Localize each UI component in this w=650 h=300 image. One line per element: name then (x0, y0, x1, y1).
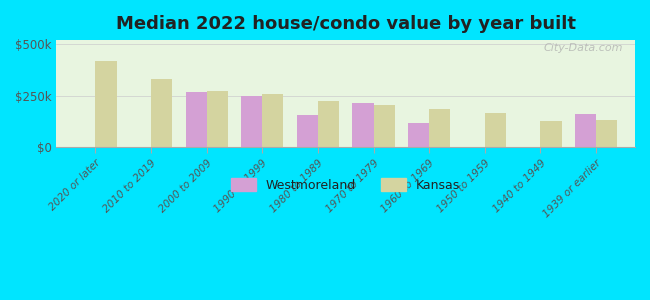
Bar (408, 124, 429, 147)
Bar (318, 101, 339, 147)
Title: Median 2022 house/condo value by year built: Median 2022 house/condo value by year bu… (116, 15, 576, 33)
Text: City-Data.com: City-Data.com (544, 43, 623, 53)
Bar (352, 103, 374, 147)
Legend: Westmoreland, Kansas: Westmoreland, Kansas (226, 173, 465, 196)
Bar (485, 113, 506, 147)
Bar (96, 61, 116, 147)
Bar (540, 122, 562, 147)
Bar (185, 92, 207, 147)
Bar (575, 114, 596, 147)
Bar (151, 79, 172, 147)
Bar (241, 96, 263, 147)
Bar (374, 105, 395, 147)
Bar (596, 120, 618, 147)
Bar (429, 109, 450, 147)
Bar (207, 91, 228, 147)
Bar (297, 115, 318, 147)
Bar (263, 94, 283, 147)
